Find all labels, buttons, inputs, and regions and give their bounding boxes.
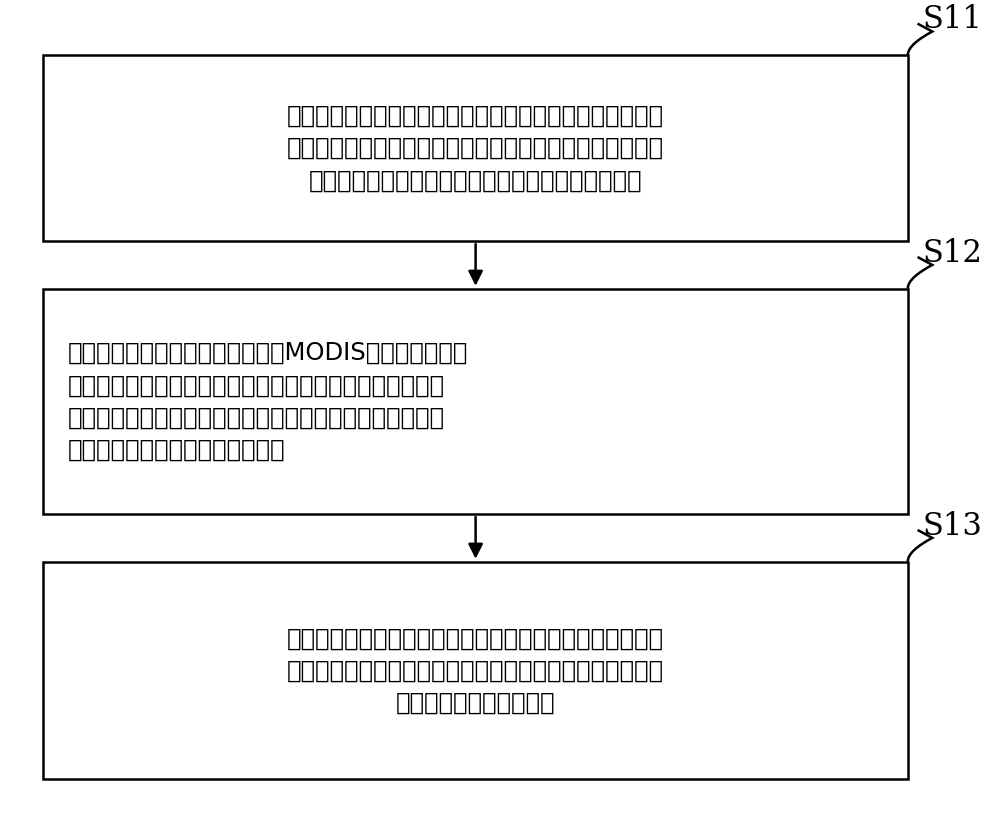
Bar bbox=[43, 55, 908, 241]
Text: 采用预设方案提取目标卫星影像与MODIS影像的同名点，: 采用预设方案提取目标卫星影像与MODIS影像的同名点， bbox=[68, 341, 468, 365]
Text: 分进行影像增强处理后提取同名点: 分进行影像增强处理后提取同名点 bbox=[68, 438, 286, 461]
Text: 方面择优筛选用于目标卫星影像自动化几何纠正的参考影像: 方面择优筛选用于目标卫星影像自动化几何纠正的参考影像 bbox=[287, 136, 664, 161]
Bar bbox=[43, 289, 908, 514]
Text: 以得到各方案用于几何校正的地理坐标文件；其中，所述预: 以得到各方案用于几何校正的地理坐标文件；其中，所述预 bbox=[68, 373, 445, 398]
Bar bbox=[43, 562, 908, 779]
Text: 估，以筛选出最优校正方案，并根据所述最优校正方案对所: 估，以筛选出最优校正方案，并根据所述最优校正方案对所 bbox=[287, 659, 664, 682]
Text: 设方案包括通过整景影像提取同名点、影像分四部分和九部: 设方案包括通过整景影像提取同名点、影像分四部分和九部 bbox=[68, 405, 445, 430]
Text: 对目标卫星影像采用不同方案校正后的影像进行校正精度评: 对目标卫星影像采用不同方案校正后的影像进行校正精度评 bbox=[287, 626, 664, 650]
Text: 从影像获取时间远近、空间覆盖程度以及同名点对数量三个: 从影像获取时间远近、空间覆盖程度以及同名点对数量三个 bbox=[287, 104, 664, 128]
Text: 述目标卫星影像进行校正: 述目标卫星影像进行校正 bbox=[396, 690, 555, 715]
Text: ，以获得用于目标卫星影像几何校正的最优参考影像: ，以获得用于目标卫星影像几何校正的最优参考影像 bbox=[309, 169, 642, 192]
Text: S13: S13 bbox=[922, 510, 982, 541]
Text: S11: S11 bbox=[922, 4, 982, 35]
Text: S12: S12 bbox=[922, 237, 982, 269]
